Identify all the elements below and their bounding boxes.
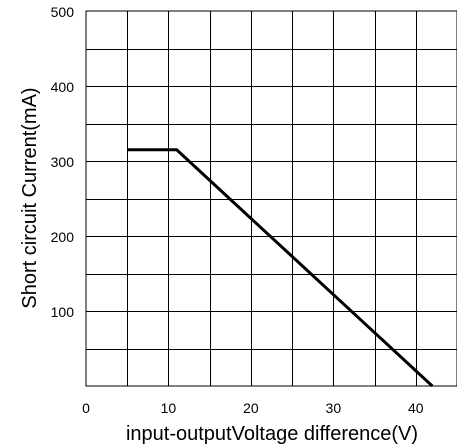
x-tick-label: 0 [82, 400, 90, 416]
series-line [127, 148, 434, 388]
x-tick-label: 10 [161, 400, 177, 416]
x-tick-label: 20 [243, 400, 259, 416]
x-tick-label: 40 [408, 400, 424, 416]
series-layer [127, 148, 434, 388]
y-tick-label: 400 [51, 79, 75, 95]
y-tick-label: 200 [51, 229, 75, 245]
plot-frame [85, 10, 457, 387]
x-tick-label: 30 [326, 400, 342, 416]
y-tick-label: 100 [51, 304, 75, 320]
y-tick-label: 500 [51, 4, 75, 20]
grid [86, 11, 457, 386]
x-tick-labels: 0 10 20 30 40 [82, 400, 424, 416]
y-tick-labels: 100 200 300 400 500 [51, 4, 75, 320]
y-axis-label: Short circuit Current(mA) [19, 87, 41, 308]
x-axis-label: input-outputVoltage difference(V) [126, 423, 418, 445]
y-tick-label: 300 [51, 154, 75, 170]
